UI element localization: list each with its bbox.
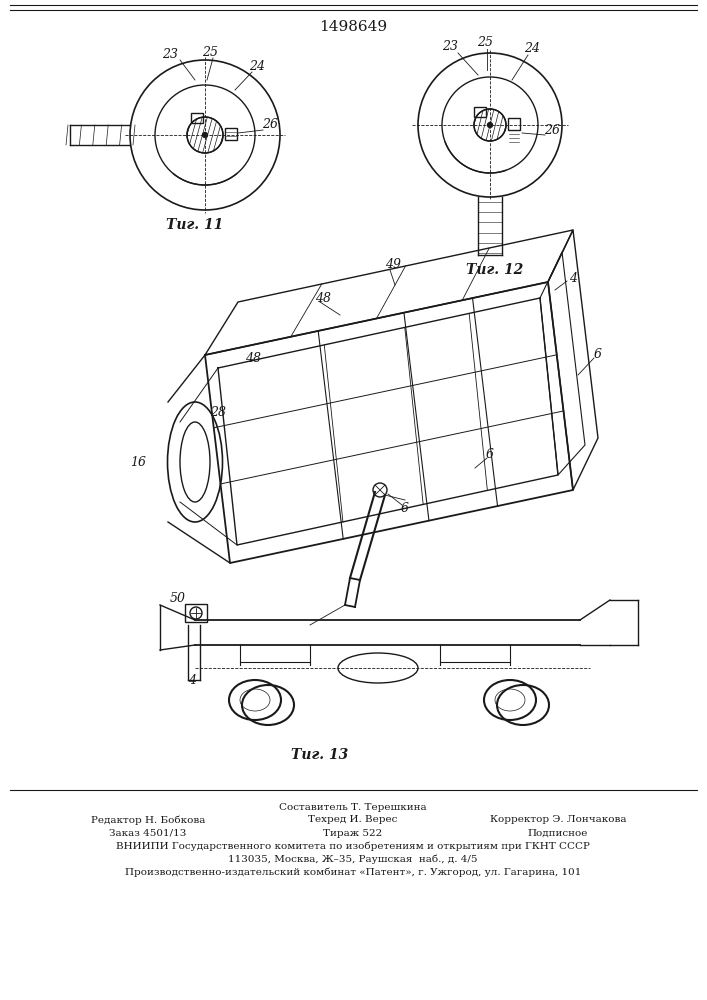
Text: 49: 49 bbox=[385, 258, 401, 271]
Text: 6: 6 bbox=[486, 448, 494, 462]
Text: 16: 16 bbox=[130, 456, 146, 468]
Text: Подписное: Подписное bbox=[528, 828, 588, 838]
Text: Корректор Э. Лончакова: Корректор Э. Лончакова bbox=[490, 816, 626, 824]
Bar bbox=[225, 128, 237, 140]
Text: 24: 24 bbox=[249, 60, 265, 74]
Text: 24: 24 bbox=[524, 42, 540, 55]
Text: 23: 23 bbox=[162, 48, 178, 62]
Bar bbox=[508, 118, 520, 130]
Text: 4: 4 bbox=[569, 271, 577, 284]
Text: 48: 48 bbox=[315, 292, 331, 304]
Circle shape bbox=[187, 117, 223, 153]
Text: 113035, Москва, Ж–35, Раушская  наб., д. 4/5: 113035, Москва, Ж–35, Раушская наб., д. … bbox=[228, 854, 478, 864]
Text: 25: 25 bbox=[477, 36, 493, 49]
Text: Τиг. 11: Τиг. 11 bbox=[166, 218, 223, 232]
Text: Заказ 4501/13: Заказ 4501/13 bbox=[110, 828, 187, 838]
Text: ВНИИПИ Государственного комитета по изобретениям и открытиям при ГКНТ СССР: ВНИИПИ Государственного комитета по изоб… bbox=[116, 841, 590, 851]
Text: 50: 50 bbox=[170, 591, 186, 604]
Circle shape bbox=[202, 132, 207, 137]
Text: 6: 6 bbox=[594, 349, 602, 361]
Text: 6: 6 bbox=[401, 502, 409, 514]
Bar bbox=[185, 604, 207, 622]
Text: Τиг. 12: Τиг. 12 bbox=[467, 263, 524, 277]
Text: Производственно-издательский комбинат «Патент», г. Ужгород, ул. Гагарина, 101: Производственно-издательский комбинат «П… bbox=[125, 867, 581, 877]
Circle shape bbox=[488, 122, 493, 127]
Text: Составитель Т. Терешкина: Составитель Т. Терешкина bbox=[279, 802, 427, 812]
Bar bbox=[474, 107, 486, 117]
Text: 25: 25 bbox=[202, 46, 218, 60]
Text: Редактор Н. Бобкова: Редактор Н. Бобкова bbox=[90, 815, 205, 825]
Text: 1498649: 1498649 bbox=[319, 20, 387, 34]
Circle shape bbox=[474, 109, 506, 141]
Text: 26: 26 bbox=[544, 123, 560, 136]
Text: Техред И. Верес: Техред И. Верес bbox=[308, 816, 397, 824]
Text: 26: 26 bbox=[262, 118, 278, 131]
Text: 23: 23 bbox=[442, 40, 458, 53]
Text: 48: 48 bbox=[245, 352, 261, 364]
Text: 28: 28 bbox=[210, 406, 226, 418]
Text: Τиг. 13: Τиг. 13 bbox=[291, 748, 349, 762]
Text: Тираж 522: Тираж 522 bbox=[323, 828, 382, 838]
Text: 4: 4 bbox=[188, 674, 196, 686]
Bar bbox=[191, 113, 203, 123]
